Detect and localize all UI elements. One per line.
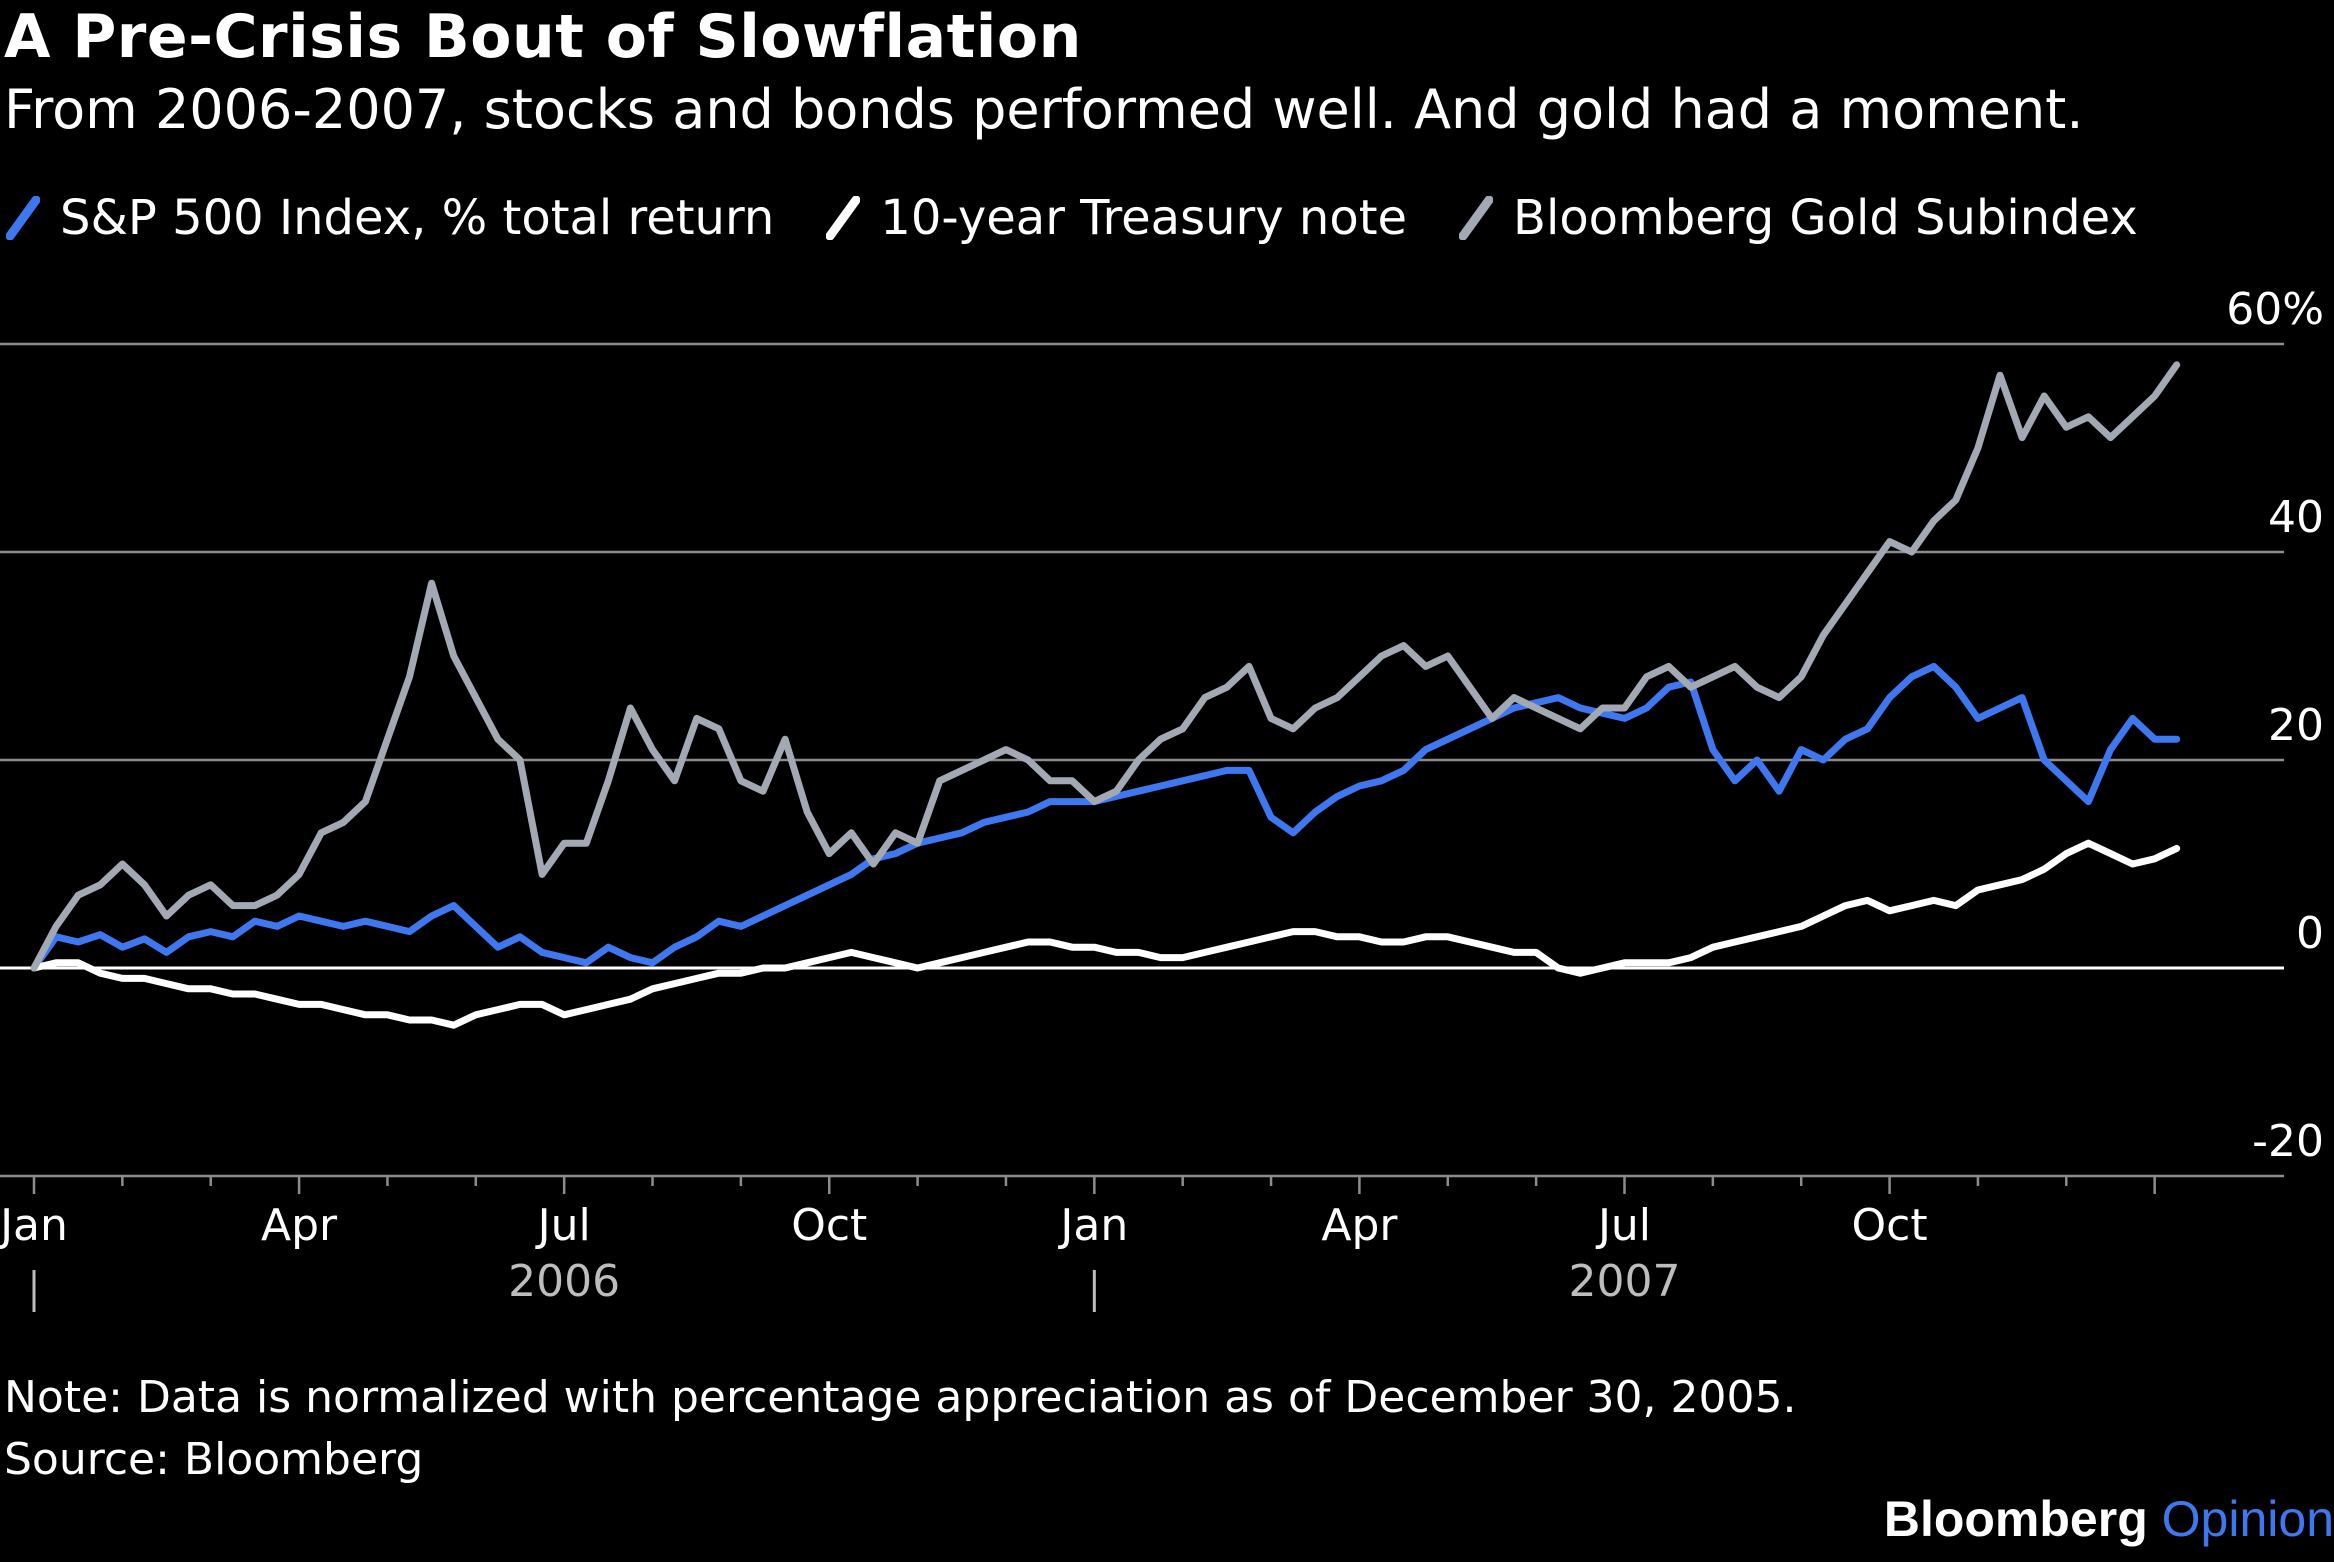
x-tick-label: Jan <box>1057 1200 1128 1251</box>
legend-swatch-gold <box>1459 196 1494 240</box>
x-tick-label: Apr <box>1321 1200 1398 1251</box>
year-label: 2007 <box>1568 1256 1680 1307</box>
chart-note: Note: Data is normalized with percentage… <box>4 1372 1797 1423</box>
y-tick-label: 60% <box>2226 284 2324 335</box>
legend-swatch-sp500 <box>6 196 40 240</box>
legend-item-sp500: S&P 500 Index, % total return <box>6 190 774 246</box>
year-label: 2006 <box>508 1256 620 1307</box>
legend-label-gold: Bloomberg Gold Subindex <box>1513 190 2138 246</box>
x-tick-label: Apr <box>261 1200 338 1251</box>
x-tick-label: Jul <box>1595 1200 1651 1251</box>
brand-name: Bloomberg <box>1883 1491 2148 1547</box>
y-tick-label: 20 <box>2268 700 2324 751</box>
chart-title: A Pre-Crisis Bout of Slowflation <box>4 2 1082 72</box>
x-tick-label: Oct <box>791 1200 867 1251</box>
y-tick-label: 40 <box>2268 492 2324 543</box>
legend-item-gold: Bloomberg Gold Subindex <box>1459 190 2138 246</box>
series-line-2 <box>30 361 2181 972</box>
legend-label-treasury: 10-year Treasury note <box>880 190 1408 246</box>
x-tick-label: Jul <box>535 1200 591 1251</box>
legend-item-treasury: 10-year Treasury note <box>826 190 1407 246</box>
legend-swatch-treasury <box>826 196 861 240</box>
series-line-1 <box>30 839 2181 1029</box>
brand-suffix: Opinion <box>2161 1491 2334 1547</box>
brand-logo: Bloomberg Opinion <box>1884 1490 2334 1548</box>
chart-subtitle: From 2006-2007, stocks and bonds perform… <box>4 78 2084 141</box>
x-tick-label: Oct <box>1852 1200 1928 1251</box>
x-tick-label: Jan <box>0 1200 68 1251</box>
legend-label-sp500: S&P 500 Index, % total return <box>60 190 775 246</box>
chart-source: Source: Bloomberg <box>4 1434 424 1485</box>
y-tick-label: -20 <box>2252 1116 2324 1167</box>
series-line-0 <box>30 662 2181 972</box>
legend: S&P 500 Index, % total return 10-year Tr… <box>6 188 2190 248</box>
y-tick-label: 0 <box>2296 908 2324 959</box>
